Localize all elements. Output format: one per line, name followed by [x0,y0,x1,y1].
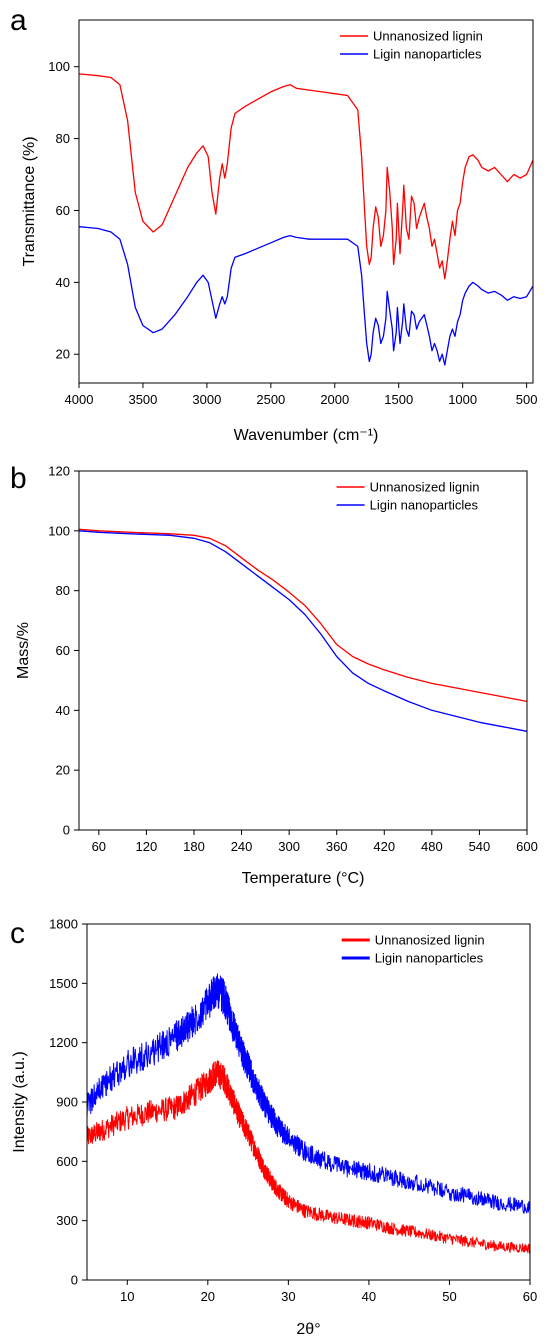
plot-frame [86,923,531,1281]
y-tick-label: 900 [56,1095,78,1110]
y-tick-label: 80 [56,131,70,146]
y-tick-label: 80 [56,583,70,598]
y-tick-label: 20 [56,763,70,778]
y-tick-label: 0 [63,823,70,838]
x-tick-label: 10 [120,1289,134,1304]
x-tick-label: 3000 [192,392,221,407]
x-tick-label: 420 [373,839,395,854]
y-axis-title: Intensity (a.u.) [11,1051,28,1152]
y-tick-label: 0 [71,1273,78,1288]
x-tick-label: 480 [421,839,443,854]
x-tick-label: 40 [362,1289,376,1304]
series-line-1 [87,1060,530,1254]
y-axis-title: Transmittance (%) [21,136,38,266]
x-tick-label: 2000 [320,392,349,407]
legend-label: Ligin nanoparticles [375,951,484,966]
chart-panel-b: 60 120 180 240 300 360 420 480 540 600 0 20 40 60 80 10… [10,462,538,887]
x-tick-label: 60 [523,1289,537,1304]
chart-panel-c: 10 20 30 40 50 6003006009001200150018002θ°Int… [10,917,537,1339]
y-tick-label: 40 [56,275,70,290]
series-line-2 [79,530,527,732]
x-axis-title: Temperature (°C) [242,870,365,887]
x-tick-label: 540 [469,839,491,854]
x-tick-label: 30 [281,1289,295,1304]
x-tick-label: 180 [183,839,205,854]
y-tick-label: 100 [48,523,70,538]
series-line-1 [79,528,527,703]
y-tick-label: 300 [56,1213,78,1228]
y-tick-label: 60 [56,203,70,218]
x-tick-label: 360 [326,839,348,854]
y-tick-label: 40 [56,703,70,718]
series-line-1 [79,73,533,280]
y-tick-label: 120 [48,464,70,479]
x-axis-title: Wavenumber (cm⁻¹) [234,427,379,444]
legend-label: Unnanosized lignin [373,29,483,44]
series-line-2 [79,226,533,366]
y-tick-label: 60 [56,643,70,658]
y-tick-label: 100 [48,59,70,74]
legend-label: Ligin nanoparticles [373,47,482,62]
panel-letter: b [10,462,27,495]
x-tick-label: 60 [92,839,106,854]
x-tick-label: 120 [136,839,158,854]
x-axis-title: 2θ° [296,1321,320,1338]
x-tick-label: 500 [516,392,538,407]
y-tick-label: 600 [56,1154,78,1169]
y-tick-label: 20 [56,347,70,362]
x-tick-label: 1500 [384,392,413,407]
x-tick-label: 300 [278,839,300,854]
panel-letter: a [10,4,27,37]
x-tick-label: 3500 [128,392,157,407]
panel-letter: c [10,917,25,950]
chart-panel-a: 4000 3500 3000 2500 2000 1500 1000 500 20 40 60 80 1… [10,4,537,444]
legend-label: Unnanosized lignin [375,933,485,948]
x-tick-label: 4000 [65,392,94,407]
y-tick-label: 1500 [49,976,78,991]
x-tick-label: 600 [516,839,538,854]
y-axis-title: Mass/% [15,622,32,679]
x-tick-label: 1000 [448,392,477,407]
y-tick-label: 1800 [49,917,78,932]
x-tick-label: 20 [201,1289,215,1304]
x-tick-label: 240 [231,839,253,854]
legend-label: Unnanosized lignin [370,480,480,495]
y-tick-label: 1200 [49,1035,78,1050]
x-tick-label: 2500 [256,392,285,407]
plot-frame [78,19,534,384]
series-line-2 [87,973,530,1214]
plot-frame [78,470,528,831]
x-tick-label: 50 [442,1289,456,1304]
legend-label: Ligin nanoparticles [370,498,479,513]
